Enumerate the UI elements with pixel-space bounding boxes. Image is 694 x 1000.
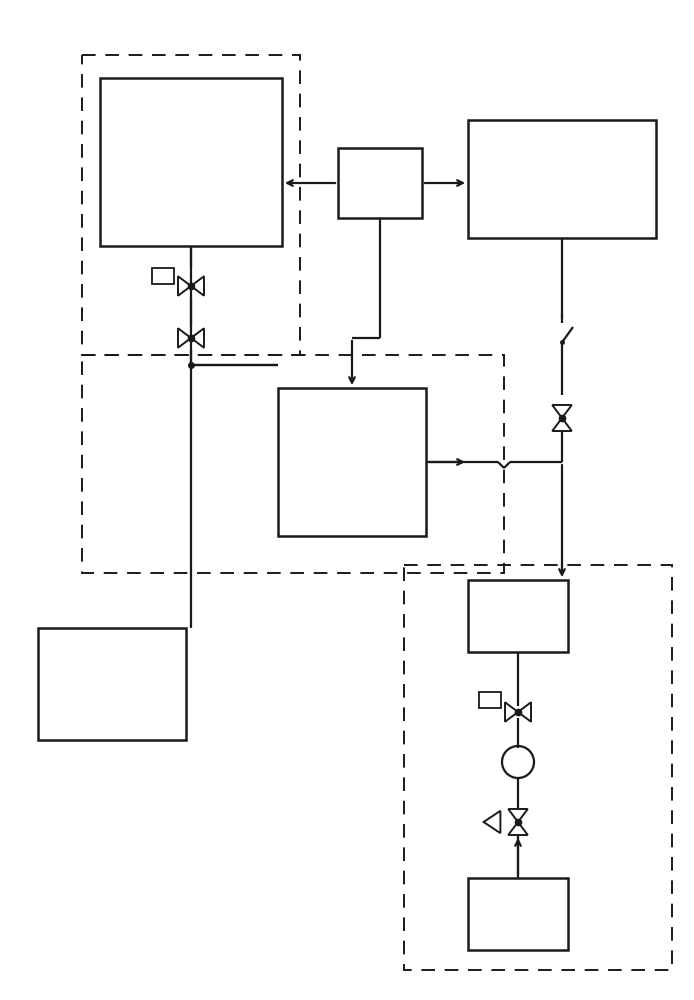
- Bar: [479, 692, 501, 708]
- Bar: [338, 148, 422, 218]
- Bar: [38, 628, 186, 740]
- Bar: [404, 565, 672, 970]
- Bar: [100, 78, 282, 246]
- Bar: [82, 355, 504, 573]
- Bar: [468, 580, 568, 652]
- Bar: [82, 55, 300, 355]
- Bar: [278, 388, 426, 536]
- Bar: [468, 120, 656, 238]
- Bar: [152, 268, 174, 284]
- Bar: [468, 878, 568, 950]
